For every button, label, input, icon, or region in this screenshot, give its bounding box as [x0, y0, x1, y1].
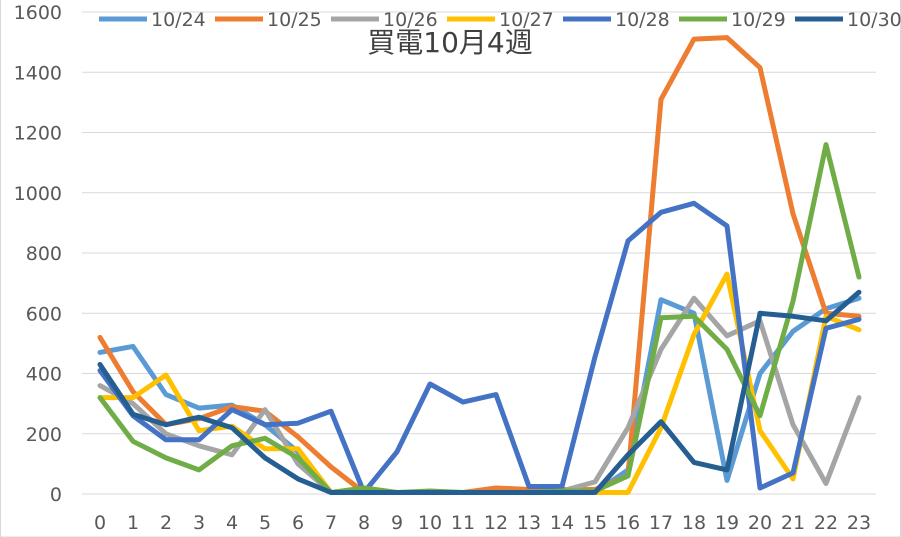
x-tick-label: 5 [259, 512, 271, 534]
x-tick-label: 17 [649, 512, 673, 534]
y-tick-label: 600 [26, 303, 62, 325]
legend-label: 10/29 [731, 9, 786, 31]
series-lines [97, 35, 862, 495]
y-tick-label: 1400 [14, 62, 62, 84]
y-tick-label: 1600 [14, 2, 62, 24]
legend-label: 10/27 [499, 9, 554, 31]
x-tick-label: 12 [484, 512, 508, 534]
x-tick-label: 6 [292, 512, 304, 534]
legend-label: 10/30 [847, 9, 901, 31]
x-tick-label: 21 [781, 512, 805, 534]
x-tick-label: 0 [94, 512, 106, 534]
x-tick-label: 15 [583, 512, 607, 534]
x-tick-label: 8 [358, 512, 370, 534]
x-tick-label: 1 [127, 512, 139, 534]
y-tick-label: 800 [26, 243, 62, 265]
x-tick-label: 18 [682, 512, 706, 534]
chart-title: 買電10月4週 [367, 26, 532, 59]
x-tick-label: 20 [748, 512, 772, 534]
y-axis-ticks: 0 200 400 600 800 1000 1200 1400 1600 [14, 2, 62, 506]
x-tick-label: 16 [616, 512, 640, 534]
x-axis-ticks: 0 1 2 3 4 5 6 7 8 9 10 11 12 13 14 15 16 17 18 19 20 21 22 23 [94, 512, 871, 534]
x-tick-label: 23 [847, 512, 871, 534]
series-line-10-28 [97, 200, 862, 495]
x-tick-label: 4 [226, 512, 238, 534]
y-tick-label: 0 [50, 484, 62, 506]
x-tick-label: 13 [517, 512, 541, 534]
x-tick-label: 14 [550, 512, 574, 534]
x-tick-label: 7 [325, 512, 337, 534]
x-tick-label: 10 [418, 512, 442, 534]
legend-label: 10/25 [267, 9, 322, 31]
y-tick-label: 1200 [14, 123, 62, 145]
legend-label: 10/28 [615, 9, 670, 31]
y-tick-label: 400 [26, 364, 62, 386]
series-line-10-30 [97, 289, 862, 495]
gridlines [82, 11, 876, 495]
x-tick-label: 22 [814, 512, 838, 534]
x-tick-label: 19 [715, 512, 739, 534]
x-tick-label: 11 [451, 512, 475, 534]
legend: 10/24 10/25 10/26 10/27 10/28 10/29 10/30 [99, 9, 901, 31]
legend-label: 10/26 [383, 9, 438, 31]
x-tick-label: 9 [391, 512, 403, 534]
legend-label: 10/24 [151, 9, 206, 31]
x-tick-label: 2 [160, 512, 172, 534]
x-tick-label: 3 [193, 512, 205, 534]
y-tick-label: 200 [26, 424, 62, 446]
y-tick-label: 1000 [14, 183, 62, 205]
